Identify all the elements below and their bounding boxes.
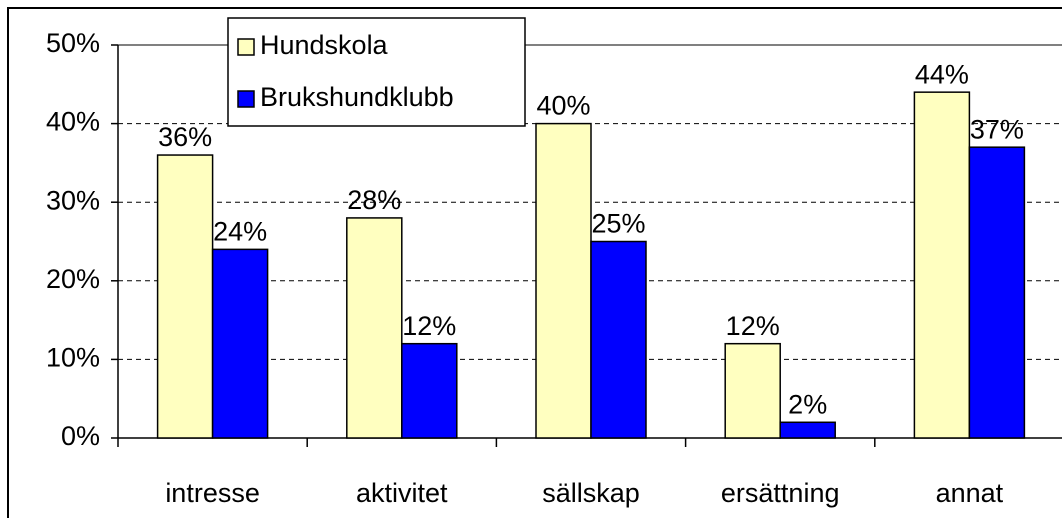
y-tick-label: 30% [46, 185, 100, 215]
y-tick-label: 40% [46, 107, 100, 137]
bar [913, 91, 971, 439]
bar [346, 217, 403, 439]
x-tick-label: aktivitet [356, 478, 448, 508]
legend-label: Brukshundklubb [260, 82, 454, 112]
x-tick-label: ersättning [721, 478, 840, 508]
bar [724, 342, 781, 439]
x-tick-label: intresse [165, 478, 260, 508]
data-label: 36% [158, 122, 212, 152]
data-label: 28% [347, 185, 401, 215]
bar [535, 122, 592, 439]
bar [401, 342, 458, 439]
data-label: 2% [788, 389, 827, 419]
legend-swatch [237, 90, 255, 108]
bar [156, 154, 214, 439]
x-tick-label: sällskap [542, 478, 640, 508]
y-tick-label: 20% [46, 264, 100, 294]
data-label: 25% [591, 209, 645, 239]
data-label: 24% [213, 216, 267, 246]
legend-label: Hundskola [260, 30, 389, 60]
data-label: 12% [726, 311, 780, 341]
y-tick-label: 10% [46, 343, 100, 373]
bar [968, 146, 1026, 439]
y-tick-label: 0% [61, 421, 100, 451]
data-label: 40% [536, 91, 590, 121]
x-tick-label: annat [936, 478, 1004, 508]
data-label: 12% [402, 311, 456, 341]
bar [779, 421, 836, 439]
legend-box [227, 17, 526, 127]
bar [590, 240, 647, 439]
bar [211, 248, 269, 439]
y-tick-label: 50% [46, 28, 100, 58]
data-label: 37% [970, 114, 1024, 144]
data-label: 44% [915, 59, 969, 89]
legend-swatch [237, 38, 255, 56]
